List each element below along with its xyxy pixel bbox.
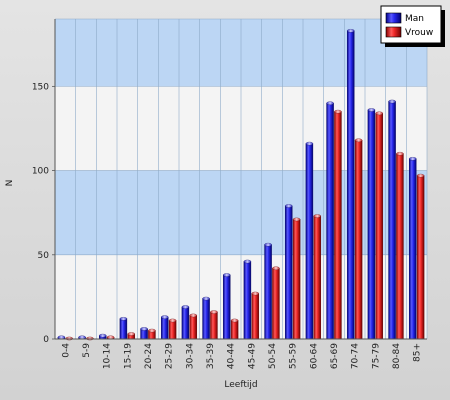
y-tick-label: 100 xyxy=(32,167,49,177)
bar-cap-vrouw-60-64 xyxy=(313,214,321,218)
bar-vrouw-30-34 xyxy=(189,315,197,340)
x-tick-label: 0-4 xyxy=(61,343,71,358)
bar-man-65-69 xyxy=(326,103,334,340)
bar-cap-man-25-29 xyxy=(161,315,169,319)
legend-label-vrouw: Vrouw xyxy=(405,28,433,38)
bar-cap-man-70-74 xyxy=(347,29,355,33)
bar-cap-man-30-34 xyxy=(181,305,190,309)
bar-cap-vrouw-40-44 xyxy=(230,318,239,323)
bar-vrouw-85+ xyxy=(416,175,425,340)
bar-man-25-29 xyxy=(161,316,169,340)
x-tick-label: 75-79 xyxy=(371,343,381,369)
bar-cap-vrouw-70-74 xyxy=(354,138,363,143)
bar-vrouw-70-74 xyxy=(354,140,363,340)
x-axis-title: Leeftijd xyxy=(224,380,257,390)
bar-cap-man-85+ xyxy=(409,157,417,161)
x-tick-label: 70-74 xyxy=(351,343,361,369)
bar-vrouw-45-49 xyxy=(251,293,259,340)
x-tick-label: 60-64 xyxy=(309,343,319,369)
y-tick-label: 50 xyxy=(38,251,50,261)
bar-cap-vrouw-50-54 xyxy=(272,266,280,271)
bar-cap-vrouw-20-24 xyxy=(148,328,156,333)
bar-cap-man-40-44 xyxy=(223,273,231,277)
bar-cap-vrouw-30-34 xyxy=(189,313,197,318)
legend-swatch-man xyxy=(385,12,402,24)
bar-cap-man-75-79 xyxy=(367,108,376,112)
bar-cap-vrouw-45-49 xyxy=(251,291,259,296)
x-tick-label: 55-59 xyxy=(289,343,299,369)
bar-man-70-74 xyxy=(347,30,355,340)
x-tick-label: 5-9 xyxy=(82,343,92,358)
bar-vrouw-40-44 xyxy=(230,320,239,340)
x-tick-label: 45-49 xyxy=(247,343,257,369)
x-tick-labels: 0-4 5-9 10-14 15-19 20-24 25-29 30-34 35-39 40-4… xyxy=(61,343,422,369)
y-tick-labels: 0 50 100 150 xyxy=(32,82,55,345)
bar-cap-man-55-59 xyxy=(285,204,293,208)
bar-cap-vrouw-35-39 xyxy=(210,310,218,314)
bar-man-75-79 xyxy=(367,109,376,340)
x-tick-label: 15-19 xyxy=(123,343,133,369)
bar-man-60-64 xyxy=(305,143,314,340)
y-tick-label: 0 xyxy=(43,335,49,345)
x-tick-label: 20-24 xyxy=(144,343,154,369)
bar-vrouw-25-29 xyxy=(168,320,177,340)
y-axis-title: N xyxy=(5,180,15,187)
bar-cap-man-20-24 xyxy=(140,327,148,331)
bar-cap-vrouw-55-59 xyxy=(292,217,301,222)
bar-man-55-59 xyxy=(285,205,293,340)
bar-cap-vrouw-25-29 xyxy=(168,318,177,323)
bar-vrouw-80-84 xyxy=(396,153,404,340)
legend-label-man: Man xyxy=(405,14,424,24)
bar-cap-vrouw-85+ xyxy=(416,173,425,178)
bar-cap-man-5-9 xyxy=(78,335,86,340)
bar-man-45-49 xyxy=(243,261,252,340)
bar-cap-man-60-64 xyxy=(305,141,314,146)
x-tick-label: 50-54 xyxy=(268,343,278,369)
x-tick-label: 85+ xyxy=(413,343,423,362)
bar-man-40-44 xyxy=(223,274,231,340)
bar-cap-vrouw-75-79 xyxy=(375,111,383,116)
bar-man-80-84 xyxy=(388,101,396,340)
bar-cap-vrouw-10-14 xyxy=(106,335,115,340)
bars xyxy=(57,29,425,341)
bar-cap-man-45-49 xyxy=(243,259,252,264)
x-tick-label: 80-84 xyxy=(392,343,402,369)
bar-vrouw-75-79 xyxy=(375,113,383,340)
x-tick-label: 65-69 xyxy=(330,343,340,369)
bar-cap-man-65-69 xyxy=(326,101,334,105)
bar-cap-man-80-84 xyxy=(388,99,396,104)
x-tick-label: 40-44 xyxy=(227,343,237,369)
bar-man-85+ xyxy=(409,158,417,340)
x-tick-label: 25-29 xyxy=(165,343,175,369)
bar-man-30-34 xyxy=(181,306,190,340)
bar-vrouw-60-64 xyxy=(313,215,321,340)
bar-vrouw-35-39 xyxy=(210,311,218,340)
bar-vrouw-55-59 xyxy=(292,219,301,340)
x-tick-label: 30-34 xyxy=(185,343,195,369)
bar-vrouw-65-69 xyxy=(334,111,342,340)
legend: Man Vrouw xyxy=(380,5,445,47)
x-tick-label: 35-39 xyxy=(206,343,216,369)
bar-man-35-39 xyxy=(202,298,210,340)
bar-cap-vrouw-80-84 xyxy=(396,151,404,156)
bar-man-15-19 xyxy=(119,318,128,340)
x-tick-label: 10-14 xyxy=(103,343,113,369)
axes xyxy=(54,19,427,340)
legend-swatch-vrouw xyxy=(385,26,402,38)
bar-cap-man-10-14 xyxy=(99,333,107,338)
y-tick-label: 150 xyxy=(32,82,49,92)
bar-cap-man-50-54 xyxy=(264,242,272,247)
bar-vrouw-50-54 xyxy=(272,268,280,340)
bar-cap-man-0-4 xyxy=(57,335,66,340)
bar-cap-vrouw-65-69 xyxy=(334,109,342,114)
bar-cap-vrouw-15-19 xyxy=(127,332,135,336)
bar-cap-man-35-39 xyxy=(202,296,210,301)
bar-man-50-54 xyxy=(264,244,272,340)
bar-cap-man-15-19 xyxy=(119,317,128,321)
